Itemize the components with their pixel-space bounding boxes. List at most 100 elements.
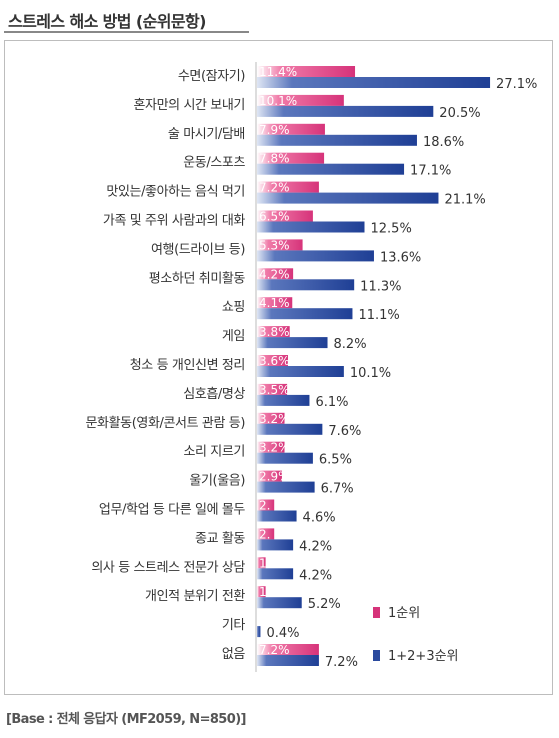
bar-first-rank <box>257 412 285 424</box>
bar-first-rank <box>257 383 288 395</box>
category-label: 가족 및 주위 사람과의 대화 <box>103 214 246 229</box>
chart-title: 스트레스 해소 방법 (순위문항) <box>8 12 206 31</box>
value-label-first-rank: 2. <box>259 527 270 541</box>
category-label: 울기(울음) <box>189 474 245 489</box>
bar-top3-rank <box>257 192 439 204</box>
bar-first-rank <box>257 557 266 569</box>
bar-first-rank <box>257 499 275 511</box>
value-label-first-rank: 11.4% <box>259 65 297 79</box>
value-label-first-rank: 7.2% <box>259 643 290 657</box>
bar-top3-rank <box>257 423 323 435</box>
bar-first-rank <box>257 586 266 598</box>
category-label: 업무/학업 등 다른 일에 몰두 <box>99 503 246 518</box>
bar-top3-rank <box>257 77 491 88</box>
bar-first-rank <box>257 528 275 540</box>
legend-label-top3: 1+2+3순위 <box>388 649 459 664</box>
bar-first-rank <box>257 239 303 251</box>
value-label-top3-rank: 17.1% <box>410 164 451 179</box>
value-label-first-rank: 7.2% <box>259 181 290 195</box>
bar-top3-rank <box>257 105 434 117</box>
category-label: 문화활동(영화/콘서트 관람 등) <box>85 416 245 431</box>
legend: 1순위 1+2+3순위 <box>373 606 459 664</box>
value-label-first-rank: 3.2% <box>259 412 290 426</box>
bar-top3-rank <box>257 250 374 262</box>
value-label-top3-rank: 5.2% <box>308 597 341 612</box>
category-label: 심호흡/명상 <box>183 387 245 402</box>
category-label: 여행(드라이브 등) <box>151 241 245 257</box>
value-label-top3-rank: 11.1% <box>358 308 399 323</box>
bar-top3-rank <box>257 626 261 638</box>
bar-first-rank <box>257 441 285 453</box>
value-label-top3-rank: 12.5% <box>371 222 412 237</box>
bar-first-rank <box>257 181 319 193</box>
value-label-first-rank: 3.8% <box>259 325 290 339</box>
category-label: 기타 <box>222 618 246 633</box>
value-label-first-rank: 1. <box>259 585 270 599</box>
value-label-first-rank: 3.2% <box>259 441 290 455</box>
value-label-first-rank: 2.9% <box>259 470 290 484</box>
bar-first-rank <box>257 268 294 280</box>
category-label: 맛있는/좋아하는 음식 먹기 <box>106 185 245 200</box>
value-label-first-rank: 1. <box>259 556 270 570</box>
legend-swatch-top3 <box>373 650 380 661</box>
category-label: 개인적 분위기 전환 <box>145 589 245 604</box>
value-label-first-rank: 3.5% <box>259 383 290 397</box>
bar-first-rank <box>257 152 325 164</box>
value-label-first-rank: 10.1% <box>259 94 297 108</box>
value-label-first-rank: 6.5% <box>259 210 290 224</box>
value-label-top3-rank: 0.4% <box>266 626 299 641</box>
bar-first-rank <box>257 210 313 222</box>
value-label-top3-rank: 10.1% <box>350 366 391 381</box>
bar-top3-rank <box>257 134 417 146</box>
bar-top3-rank <box>257 279 355 291</box>
value-label-top3-rank: 27.1% <box>496 77 537 92</box>
bar-top3-rank <box>257 308 353 320</box>
value-label-first-rank: 4.1% <box>259 296 290 310</box>
value-label-top3-rank: 11.3% <box>360 279 401 294</box>
value-label-first-rank: 2. <box>259 499 270 513</box>
bar-first-rank <box>257 123 325 135</box>
legend-swatch-1st <box>373 607 380 618</box>
value-label-first-rank: 5.3% <box>259 238 290 252</box>
chart-frame <box>4 40 553 695</box>
value-label-top3-rank: 4.2% <box>299 568 332 583</box>
value-label-top3-rank: 7.2% <box>325 655 358 670</box>
value-label-first-rank: 3.6% <box>259 354 290 368</box>
value-label-top3-rank: 20.5% <box>439 106 480 121</box>
value-label-top3-rank: 6.5% <box>319 453 352 468</box>
category-label: 수면(잠자기) <box>178 69 245 84</box>
value-label-top3-rank: 4.2% <box>299 539 332 554</box>
bar-first-rank <box>257 297 293 309</box>
value-label-top3-rank: 21.1% <box>444 193 485 208</box>
bar-top3-rank <box>257 337 328 349</box>
bar-first-rank <box>257 326 290 338</box>
bar-first-rank <box>257 94 344 106</box>
category-label: 평소하던 취미활동 <box>149 271 246 286</box>
value-label-first-rank: 7.8% <box>259 152 290 166</box>
value-label-top3-rank: 6.1% <box>315 395 348 410</box>
bar-first-rank <box>257 355 288 366</box>
category-label: 쇼핑 <box>222 300 245 315</box>
category-label: 없음 <box>222 647 246 662</box>
bar-first-rank <box>257 644 319 655</box>
bar-top3-rank <box>257 452 313 464</box>
legend-label-1st: 1순위 <box>388 606 420 621</box>
value-label-top3-rank: 4.6% <box>303 511 336 526</box>
category-label: 종교 활동 <box>195 531 245 546</box>
bar-first-rank <box>257 470 282 482</box>
bar-top3-rank <box>257 510 297 522</box>
category-label: 의사 등 스트레스 전문가 상담 <box>91 560 245 575</box>
base-footnote: [Base : 전체 응답자 (MF2059, N=850)] <box>6 712 246 727</box>
category-label: 혼자만의 시간 보내기 <box>133 98 245 113</box>
value-label-top3-rank: 6.7% <box>321 482 354 497</box>
value-label-top3-rank: 18.6% <box>423 135 464 150</box>
category-label: 청소 등 개인신변 정리 <box>130 358 245 373</box>
value-label-first-rank: 7.9% <box>259 123 290 137</box>
bar-top3-rank <box>257 221 365 233</box>
bar-top3-rank <box>257 655 319 666</box>
bar-top3-rank <box>257 481 315 493</box>
category-label: 운동/스포츠 <box>183 156 245 171</box>
value-label-top3-rank: 8.2% <box>334 337 367 352</box>
bar-top3-rank <box>257 163 405 175</box>
bar-top3-rank <box>257 568 294 580</box>
